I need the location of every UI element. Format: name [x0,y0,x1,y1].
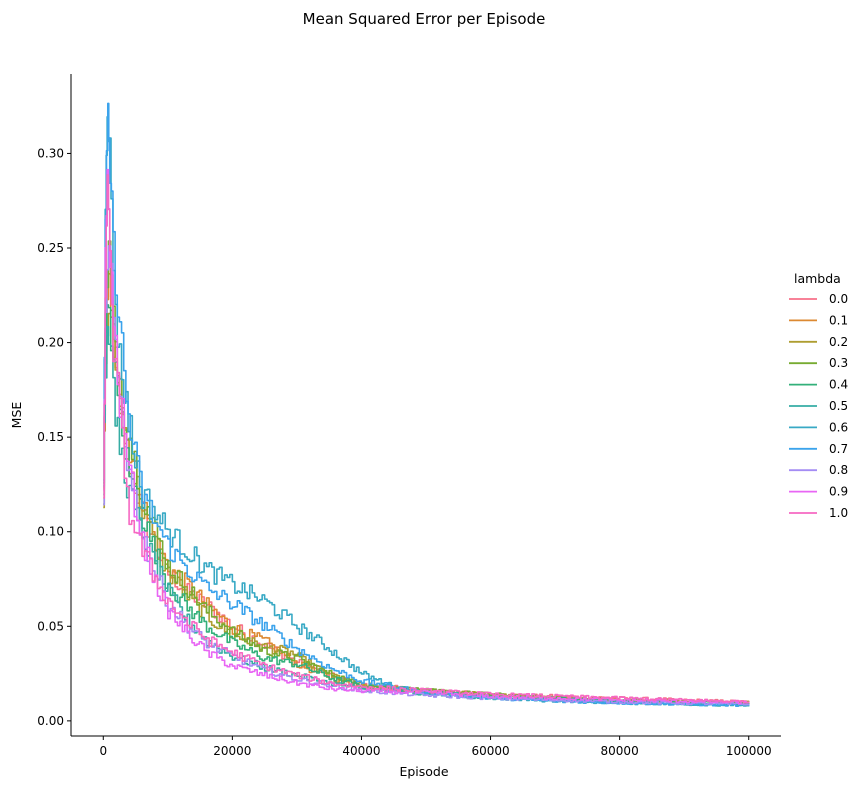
x-tick-label: 0 [99,744,107,758]
legend-label: 1.0 [829,506,848,520]
legend-label: 0.6 [829,420,848,434]
series-line-lambda-0-5 [103,325,750,707]
legend-title: lambda [794,271,841,286]
legend-label: 0.0 [829,292,848,306]
y-tick-label: 0.30 [37,146,64,160]
series-line-lambda-0-1 [103,273,750,705]
y-axis-ticks: 0.00 0.05 0.10 0.15 0.20 0.25 0.30 [37,146,71,728]
plot-area [103,102,750,707]
legend-label: 0.8 [829,463,848,477]
y-tick-label: 0.05 [37,619,64,633]
x-axis-ticks: 0 20000 40000 60000 80000 100000 [99,736,772,758]
series-line-lambda-0-6 [103,115,750,707]
legend-label: 0.2 [829,335,848,349]
x-tick-label: 60000 [471,744,509,758]
chart-title: Mean Squared Error per Episode [303,10,546,28]
legend-items: 0.0 0.1 0.2 0.3 0.4 0.5 0.6 0.7 0.8 0.9 1.0 [789,292,848,520]
x-tick-label: 100000 [726,744,772,758]
legend-label: 0.9 [829,485,848,499]
y-tick-label: 0.15 [37,430,64,444]
series-line-lambda-0-0 [103,257,750,704]
legend-label: 0.7 [829,442,848,456]
x-tick-label: 80000 [601,744,639,758]
y-tick-label: 0.25 [37,241,64,255]
legend-label: 0.3 [829,356,848,370]
x-tick-label: 20000 [213,744,251,758]
series-line-lambda-0-2 [103,309,750,705]
legend-label: 0.1 [829,313,848,327]
y-tick-label: 0.00 [37,714,64,728]
legend: lambda 0.0 0.1 0.2 0.3 0.4 0.5 0.6 0.7 0.8 0.9 1.0 [789,271,848,520]
y-tick-label: 0.20 [37,336,64,350]
legend-label: 0.4 [829,378,848,392]
x-axis-label: Episode [399,764,448,779]
series-line-lambda-0-4 [103,304,750,706]
y-tick-label: 0.10 [37,525,64,539]
series-line-lambda-0-9 [103,168,750,705]
legend-label: 0.5 [829,399,848,413]
y-axis-label: MSE [9,402,24,429]
x-tick-label: 40000 [342,744,380,758]
series-line-lambda-1-0 [103,174,750,704]
series-line-lambda-0-8 [103,245,750,706]
